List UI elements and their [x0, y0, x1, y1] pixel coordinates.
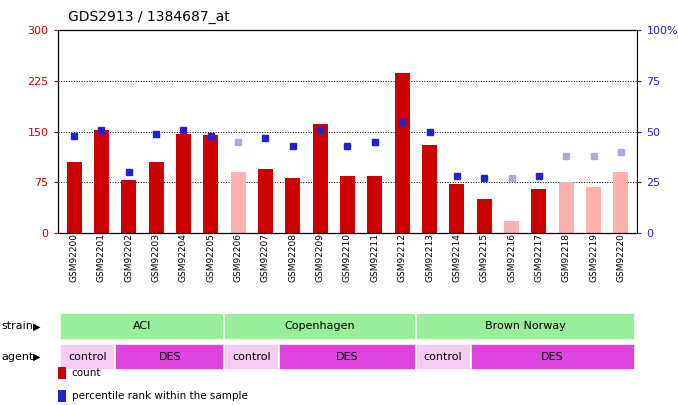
- Text: agent: agent: [1, 352, 34, 362]
- Bar: [395, 73, 410, 233]
- Text: control: control: [424, 352, 462, 362]
- Bar: [504, 222, 519, 233]
- Bar: [121, 180, 136, 233]
- FancyBboxPatch shape: [60, 313, 224, 339]
- Text: count: count: [72, 369, 102, 378]
- Text: GSM92220: GSM92220: [616, 233, 625, 282]
- Text: GSM92215: GSM92215: [480, 233, 489, 282]
- Text: GSM92209: GSM92209: [316, 233, 325, 282]
- Bar: [231, 172, 245, 233]
- Bar: [450, 184, 464, 233]
- FancyBboxPatch shape: [471, 344, 635, 370]
- Bar: [94, 130, 109, 233]
- Text: ▶: ▶: [33, 352, 40, 362]
- FancyBboxPatch shape: [416, 313, 635, 339]
- Text: DES: DES: [336, 352, 359, 362]
- Text: GSM92208: GSM92208: [288, 233, 297, 282]
- Text: GSM92219: GSM92219: [589, 233, 598, 282]
- Text: control: control: [233, 352, 271, 362]
- Text: GSM92212: GSM92212: [398, 233, 407, 282]
- Text: GSM92203: GSM92203: [152, 233, 161, 282]
- Text: DES: DES: [541, 352, 564, 362]
- Bar: [148, 162, 163, 233]
- FancyBboxPatch shape: [224, 313, 416, 339]
- Bar: [176, 134, 191, 233]
- Text: Copenhagen: Copenhagen: [285, 322, 355, 331]
- Text: GSM92204: GSM92204: [179, 233, 188, 282]
- Bar: [203, 135, 218, 233]
- Bar: [285, 177, 300, 233]
- Bar: [614, 172, 629, 233]
- Bar: [532, 189, 546, 233]
- Text: GSM92210: GSM92210: [343, 233, 352, 282]
- Bar: [559, 182, 574, 233]
- Text: ACI: ACI: [133, 322, 152, 331]
- Text: ▶: ▶: [33, 322, 40, 331]
- Text: DES: DES: [159, 352, 181, 362]
- Bar: [422, 145, 437, 233]
- Text: GSM92214: GSM92214: [452, 233, 461, 282]
- Bar: [477, 199, 492, 233]
- Text: GSM92207: GSM92207: [261, 233, 270, 282]
- FancyBboxPatch shape: [115, 344, 224, 370]
- Text: strain: strain: [1, 322, 33, 331]
- Text: GSM92205: GSM92205: [206, 233, 215, 282]
- FancyBboxPatch shape: [224, 344, 279, 370]
- Text: GSM92217: GSM92217: [534, 233, 543, 282]
- Text: percentile rank within the sample: percentile rank within the sample: [72, 391, 247, 401]
- Text: GDS2913 / 1384687_at: GDS2913 / 1384687_at: [68, 10, 230, 24]
- FancyBboxPatch shape: [416, 344, 471, 370]
- Text: GSM92216: GSM92216: [507, 233, 516, 282]
- Text: GSM92200: GSM92200: [70, 233, 79, 282]
- Text: GSM92206: GSM92206: [234, 233, 243, 282]
- Text: GSM92211: GSM92211: [370, 233, 379, 282]
- FancyBboxPatch shape: [279, 344, 416, 370]
- Text: control: control: [68, 352, 107, 362]
- Text: GSM92202: GSM92202: [124, 233, 133, 282]
- Bar: [66, 162, 81, 233]
- Bar: [313, 124, 327, 233]
- Bar: [340, 175, 355, 233]
- Bar: [586, 187, 601, 233]
- Text: Brown Norway: Brown Norway: [485, 322, 565, 331]
- Bar: [367, 175, 382, 233]
- Bar: [258, 169, 273, 233]
- FancyBboxPatch shape: [60, 344, 115, 370]
- Text: GSM92218: GSM92218: [562, 233, 571, 282]
- Text: GSM92213: GSM92213: [425, 233, 434, 282]
- Text: GSM92201: GSM92201: [97, 233, 106, 282]
